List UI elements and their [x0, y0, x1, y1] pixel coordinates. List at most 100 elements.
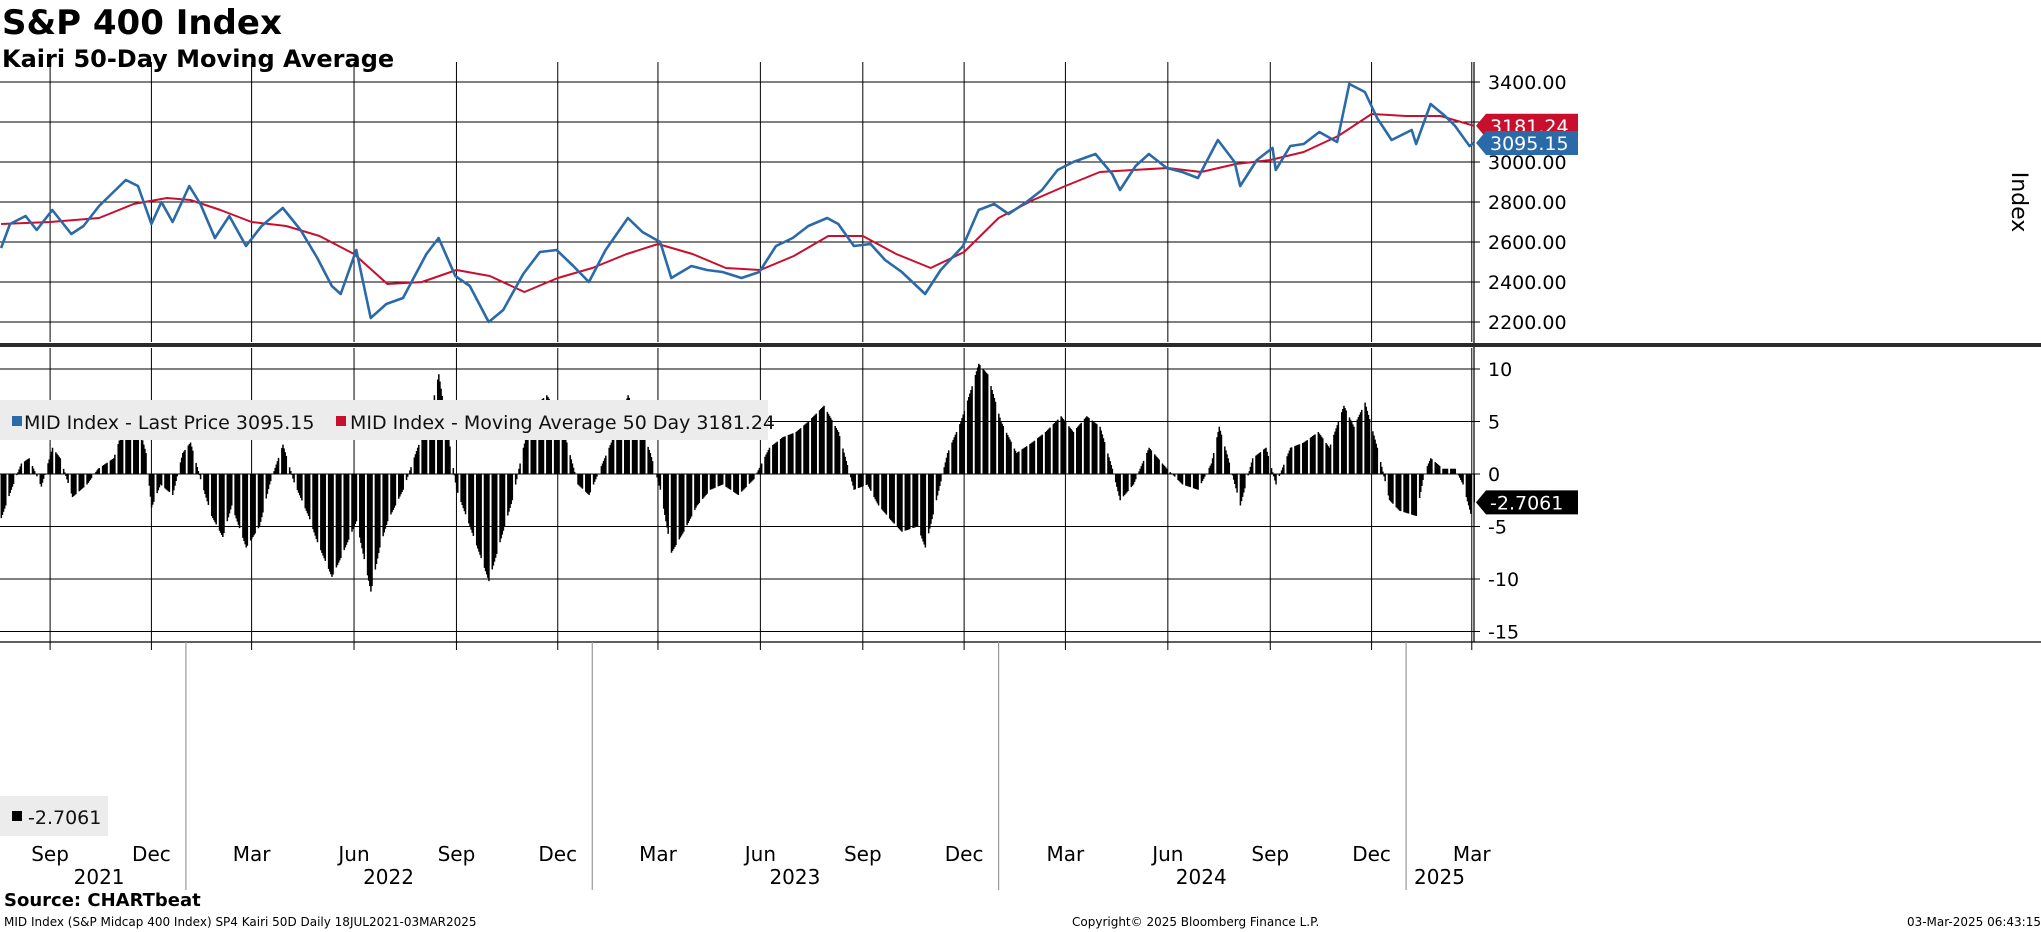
kairi-bar	[752, 474, 754, 481]
kairi-bar	[494, 474, 497, 558]
kairi-bar	[687, 474, 689, 523]
kairi-bar	[1247, 474, 1249, 476]
kairi-bar	[430, 411, 432, 474]
kairi-bar	[101, 465, 104, 474]
kairi-bar	[974, 375, 977, 474]
kairi-bar	[647, 446, 649, 474]
kairi-bar	[121, 429, 124, 474]
kairi-bar	[416, 447, 419, 474]
kairi-bar	[780, 438, 783, 474]
kairi-bar	[1420, 474, 1422, 492]
kairi-bar	[1336, 425, 1339, 474]
kairi-bar	[966, 400, 969, 474]
kairi-bar	[337, 474, 340, 563]
kairi-bar	[756, 472, 758, 474]
kairi-bar	[276, 461, 279, 474]
kairi-bar	[210, 474, 213, 516]
kairi-bar	[796, 431, 799, 474]
kairi-bar	[1210, 463, 1213, 474]
kairi-bar	[1327, 446, 1330, 474]
kairi-bar	[97, 468, 99, 474]
kairi-bar	[1350, 422, 1353, 474]
kairi-bar	[571, 463, 574, 474]
kairi-bar	[665, 474, 667, 522]
kairi-bar	[508, 474, 510, 512]
kairi-bar	[1256, 454, 1258, 474]
kairi-bar	[1037, 438, 1039, 474]
kairi-bar	[586, 474, 588, 493]
kairi-bar	[243, 474, 245, 542]
kairi-bar	[168, 474, 171, 493]
kairi-bar	[114, 454, 116, 474]
kairi-bar	[858, 474, 861, 488]
kairi-bar	[1452, 468, 1454, 474]
kairi-bar	[1352, 424, 1354, 474]
kairi-bar	[312, 474, 314, 530]
kairi-bar	[782, 437, 784, 474]
panel-separator	[0, 343, 2041, 347]
kairi-bar	[874, 474, 876, 500]
kairi-bar	[104, 464, 106, 474]
kairi-bar	[355, 474, 358, 522]
kairi-bar	[59, 458, 62, 474]
kairi-bar	[371, 474, 373, 587]
kairi-bar	[729, 474, 732, 490]
kairi-bar	[1163, 466, 1166, 474]
legend-box	[0, 400, 768, 440]
kairi-bar	[524, 439, 527, 474]
kairi-bar	[26, 459, 28, 474]
kairi-bar	[1398, 474, 1401, 511]
kairi-bar	[65, 474, 67, 476]
kairi-bar	[1169, 472, 1172, 474]
kairi-bar	[556, 411, 558, 474]
kairi-bar	[425, 424, 428, 474]
kairi-bar	[1180, 474, 1183, 484]
kairi-bar	[703, 474, 705, 498]
kairi-bar	[1396, 474, 1399, 509]
y-tick-label: 2400.00	[1488, 272, 1567, 294]
kairi-bar	[267, 474, 270, 490]
kairi-bar	[1216, 437, 1218, 474]
kairi-bar	[710, 474, 713, 490]
kairi-bar	[1391, 474, 1393, 503]
kairi-bar	[1322, 438, 1324, 474]
legend-swatch-kairi	[12, 811, 22, 821]
kairi-bar	[1458, 474, 1461, 478]
kairi-bar	[998, 413, 1000, 474]
kairi-bar	[688, 474, 691, 521]
x-tick-label-month: Dec	[945, 842, 984, 866]
kairi-bar	[609, 445, 612, 474]
kairi-bar	[1119, 474, 1121, 501]
kairi-bar	[51, 447, 54, 474]
kairi-bar	[16, 474, 18, 476]
kairi-bar	[133, 417, 135, 474]
kairi-bar	[573, 471, 576, 474]
kairi-bar	[610, 442, 613, 474]
kairi-bar	[1172, 474, 1175, 476]
kairi-bar	[935, 474, 938, 501]
kairi-bar	[27, 459, 29, 474]
kairi-bar	[485, 474, 488, 575]
kairi-bar	[25, 460, 27, 474]
kairi-bar	[611, 439, 614, 474]
kairi-bar	[963, 411, 966, 474]
kairi-bar	[1414, 474, 1416, 516]
kairi-bar	[144, 448, 146, 474]
kairi-bar	[1048, 428, 1050, 474]
kairi-bar	[557, 414, 559, 474]
kairi-bar	[1, 474, 4, 515]
kairi-bar	[1086, 416, 1088, 474]
kairi-bar	[366, 474, 369, 576]
kairi-bar	[750, 474, 753, 482]
kairi-bar	[1088, 418, 1090, 474]
kairi-bar	[57, 455, 59, 474]
kairi-bar	[126, 417, 128, 474]
kairi-bar	[827, 413, 830, 474]
kairi-bar	[852, 474, 854, 486]
legend-swatch-ma	[336, 416, 346, 426]
kairi-bar	[805, 423, 807, 474]
kairi-bar	[228, 474, 231, 514]
kairi-bar	[418, 444, 420, 474]
kairi-bar	[346, 474, 349, 543]
kairi-bar	[261, 474, 263, 518]
